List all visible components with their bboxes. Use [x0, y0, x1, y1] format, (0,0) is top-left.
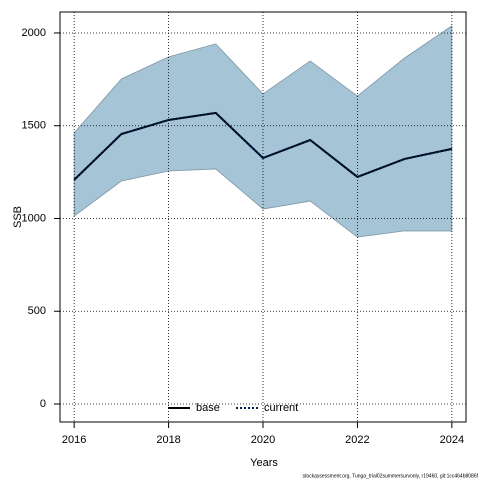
series-line — [73, 111, 453, 181]
x-tick-label: 2020 — [251, 434, 275, 446]
x-tick-label: 2022 — [345, 434, 369, 446]
y-axis-label: SSB — [12, 206, 24, 228]
legend-label: current — [264, 402, 298, 414]
x-tick-label: 2018 — [156, 434, 180, 446]
y-tick-label: 0 — [40, 398, 46, 410]
x-tick-label: 2016 — [62, 434, 86, 446]
footnote: stockassessment.org, Tunga_trial02summer… — [302, 473, 478, 479]
y-tick-label: 1500 — [22, 120, 46, 132]
y-tick-label: 2000 — [22, 27, 46, 39]
y-tick-label: 1000 — [22, 212, 46, 224]
x-tick-label: 2024 — [440, 434, 464, 446]
y-tick-label: 500 — [28, 305, 46, 317]
legend-label: base — [196, 402, 220, 414]
x-axis-label: Years — [250, 457, 278, 469]
